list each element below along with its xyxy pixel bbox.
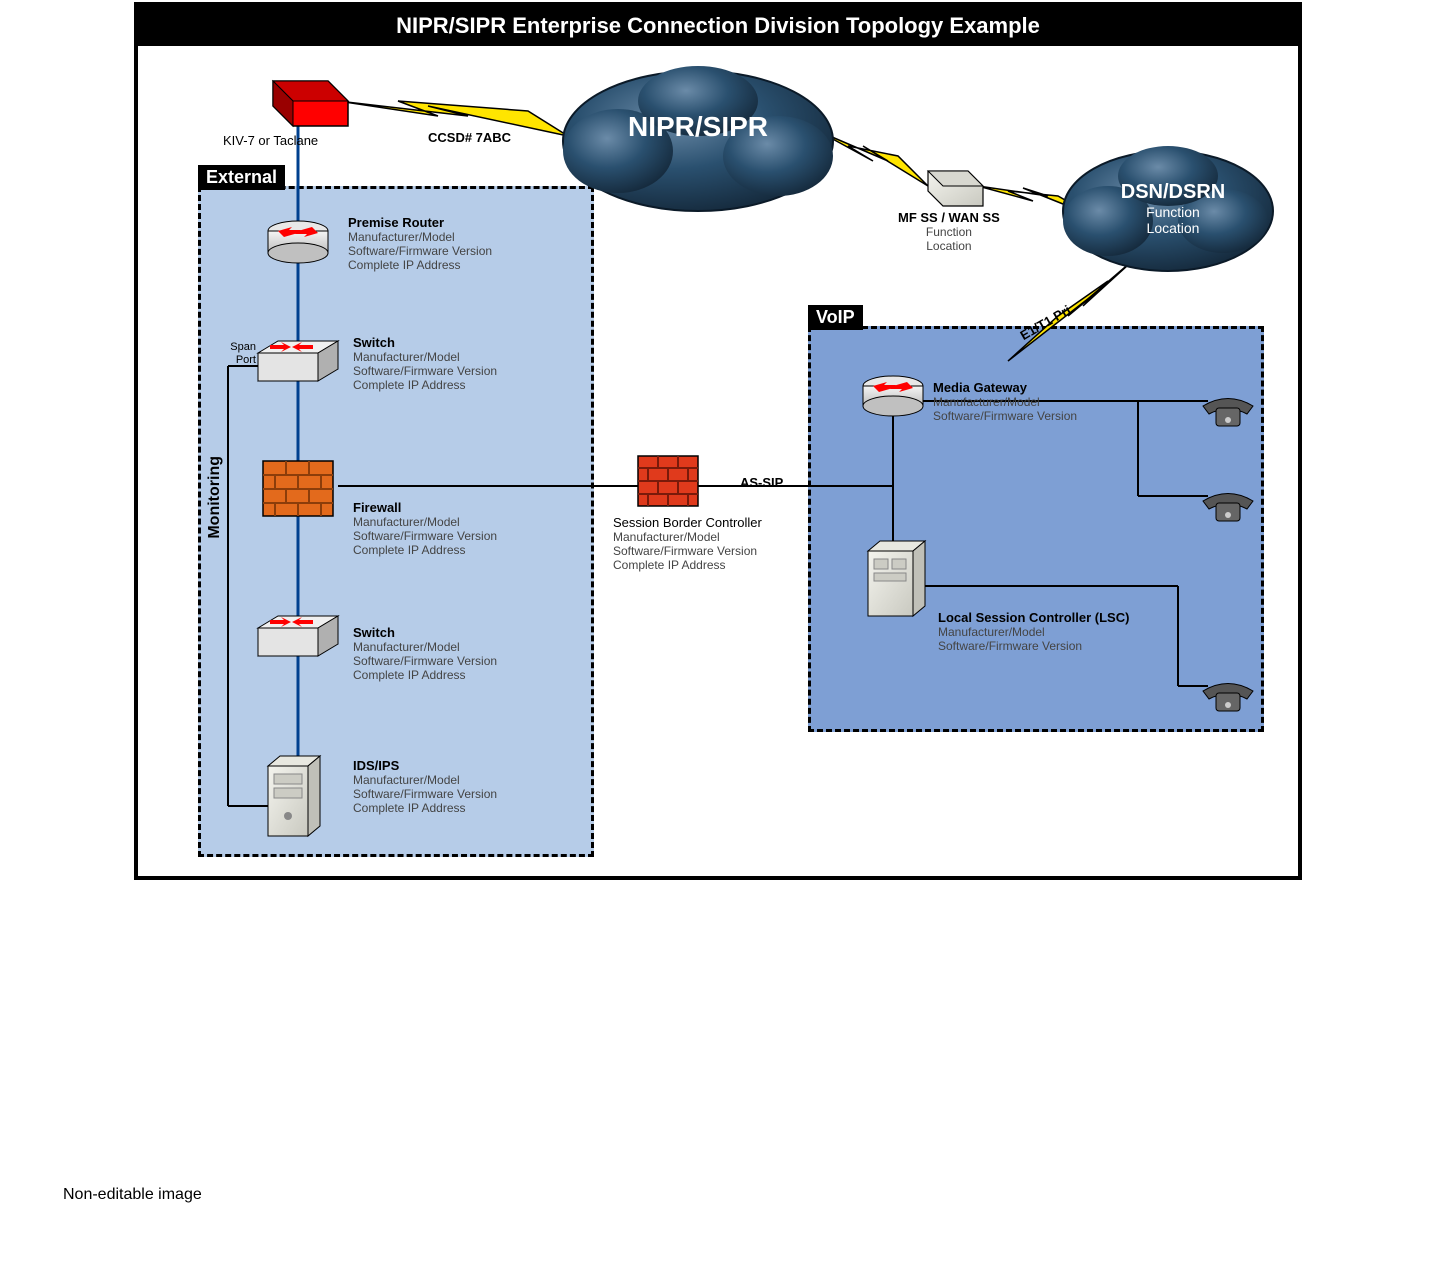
ccsd-label: CCSD# 7ABC [428, 131, 511, 146]
monitoring-label: Monitoring [206, 456, 224, 539]
cloud-nipr-label: NIPR/SIPR [613, 111, 783, 143]
diagram-frame: NIPR/SIPR Enterprise Connection Division… [134, 2, 1302, 880]
ids-ips-label: IDS/IPS Manufacturer/Model Software/Firm… [353, 759, 497, 815]
media-gateway-label: Media Gateway Manufacturer/Model Softwar… [933, 381, 1077, 424]
media-gateway-icon [863, 376, 923, 416]
cloud-dsn-sub1: Function [1103, 204, 1243, 220]
premise-router-icon [268, 221, 328, 263]
phone-icon [1203, 494, 1253, 522]
mfss-sub1: Function [898, 226, 1000, 240]
kiv-label: KIV-7 or Taclane [223, 134, 318, 149]
switch-icon [258, 341, 338, 381]
mfss-sub2: Location [898, 240, 1000, 254]
switch-icon [258, 616, 338, 656]
lsc-label: Local Session Controller (LSC) Manufactu… [938, 611, 1129, 654]
mfss-wanss-icon [928, 171, 983, 206]
cloud-dsn-text: DSN/DSRN [1103, 181, 1243, 204]
premise-router-label: Premise Router Manufacturer/Model Softwa… [348, 216, 492, 272]
as-sip-label: AS-SIP [740, 476, 783, 491]
sbc-label: Session Border Controller Manufacturer/M… [613, 516, 762, 572]
firewall-label: Firewall Manufacturer/Model Software/Fir… [353, 501, 497, 557]
lightning-icon [818, 131, 928, 186]
phone-icon [1203, 684, 1253, 712]
kiv-taclane-icon [273, 81, 348, 126]
lsc-server-icon [868, 541, 925, 616]
span-port-label: Span Port [201, 341, 256, 366]
footer-caption: Non-editable image [63, 1186, 202, 1204]
phone-icon [1203, 399, 1253, 427]
switch2-label: Switch Manufacturer/Model Software/Firmw… [353, 626, 497, 682]
ids-ips-icon [268, 756, 320, 836]
lightning-icon [1008, 256, 1138, 361]
mfss-title: MF SS / WAN SS [898, 211, 1000, 226]
cloud-dsn-sub2: Location [1103, 220, 1243, 236]
firewall-icon [263, 461, 333, 516]
mfss-label: MF SS / WAN SS Function Location [898, 211, 1000, 254]
sbc-firewall-icon [638, 456, 698, 506]
switch1-label: Switch Manufacturer/Model Software/Firmw… [353, 336, 497, 392]
cloud-dsn-label: DSN/DSRN Function Location [1103, 181, 1243, 236]
cloud-nipr-text: NIPR/SIPR [613, 111, 783, 143]
